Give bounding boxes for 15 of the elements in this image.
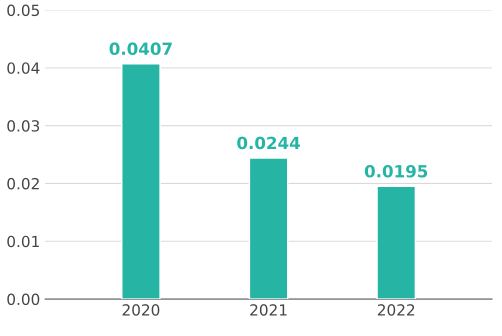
y-tick-label: 0.00 xyxy=(7,294,40,306)
x-tick-label: 2021 xyxy=(250,304,287,316)
y-tick-label: 0.04 xyxy=(7,62,40,74)
y-tick-label: 0.03 xyxy=(7,120,40,132)
data-label: 0.0407 xyxy=(110,42,172,56)
y-tick-label: 0.05 xyxy=(7,4,39,16)
bar xyxy=(376,186,416,300)
y-tick-label: 0.02 xyxy=(7,178,39,190)
x-tick-label: 2020 xyxy=(122,304,160,316)
bar xyxy=(121,63,161,300)
bar xyxy=(248,157,288,300)
data-label: 0.0195 xyxy=(364,164,428,178)
data-label: 0.0244 xyxy=(237,136,300,150)
x-tick-label: 2022 xyxy=(378,304,414,316)
y-tick-label: 0.01 xyxy=(7,236,39,248)
